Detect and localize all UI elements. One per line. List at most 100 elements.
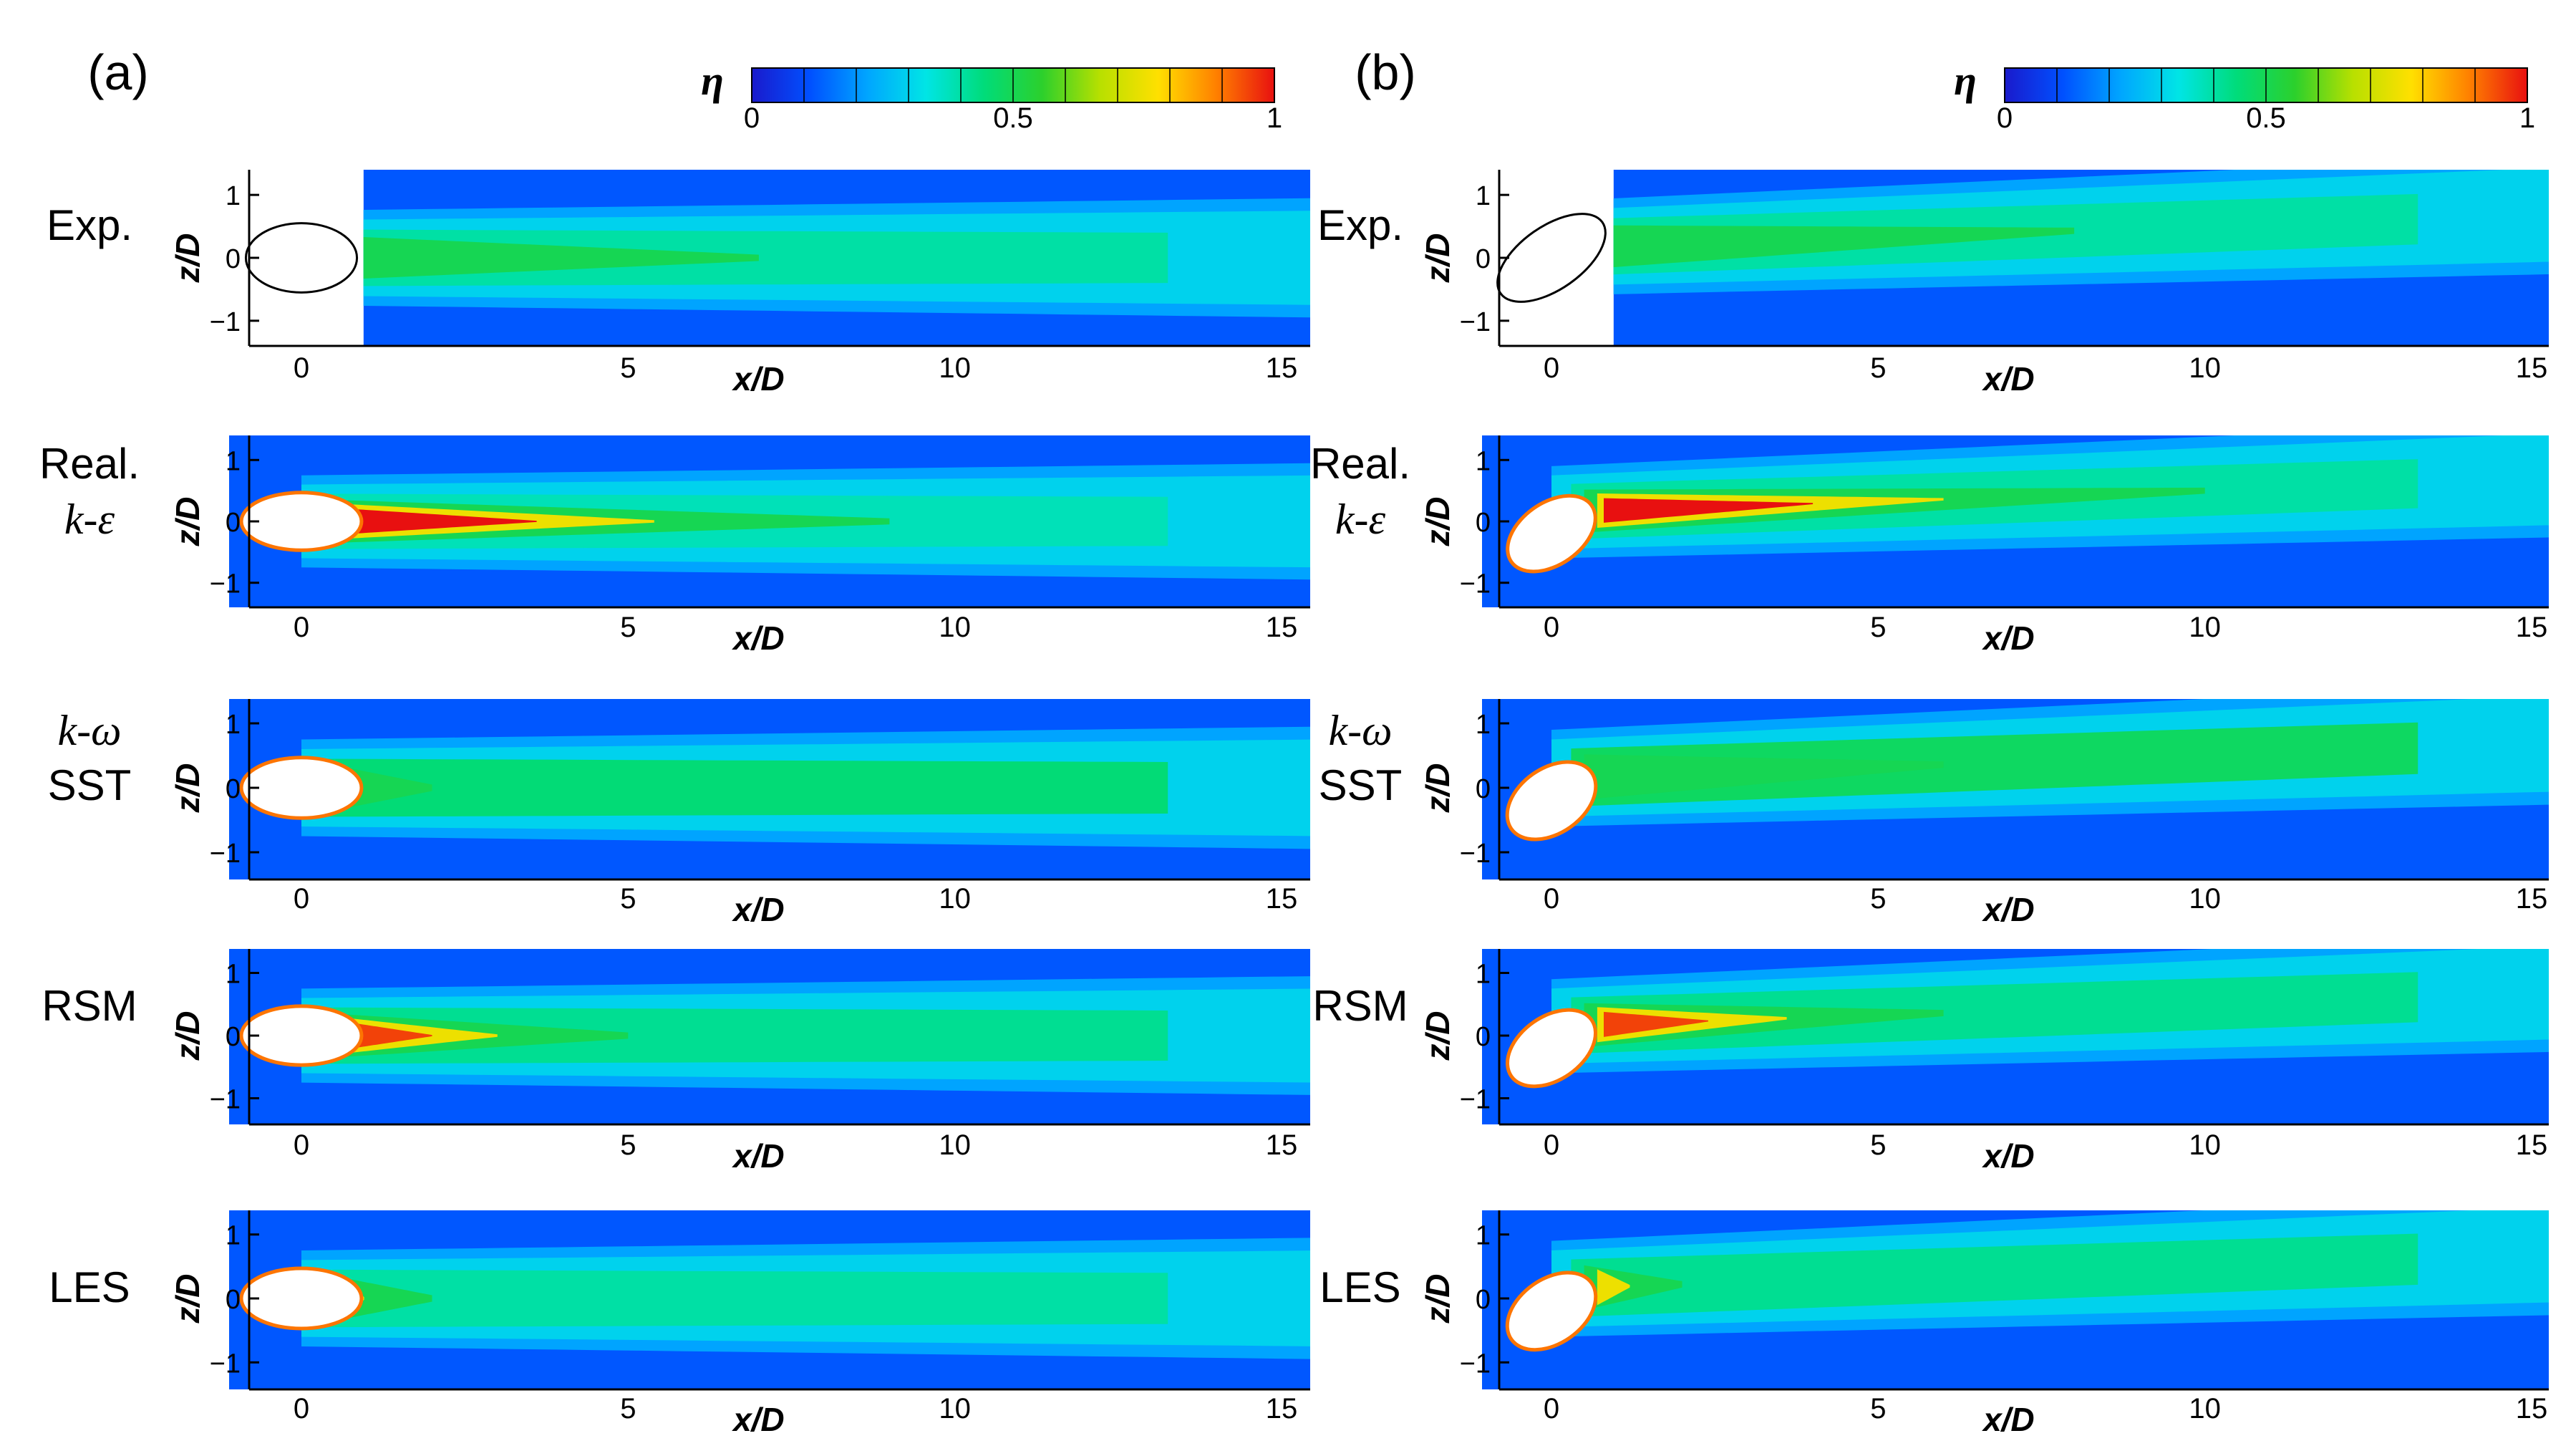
coolant-trace-core [363, 229, 1168, 286]
x-tick-label: 15 [1266, 612, 1298, 643]
contour-panel [1496, 170, 2549, 347]
x-tick-label: 5 [620, 1393, 636, 1424]
cooling-hole [1505, 1271, 1598, 1352]
y-tick-label: −1 [210, 839, 241, 869]
coolant-trace-high [363, 237, 759, 279]
y-tick-label: 0 [226, 774, 241, 804]
x-axis-label: x/D [731, 1401, 785, 1438]
x-tick-label: 15 [2516, 352, 2548, 384]
contour-panel [229, 949, 1310, 1126]
contour-panel [1482, 435, 2549, 609]
cooling-hole [1505, 1008, 1598, 1089]
x-tick-label: 5 [1870, 883, 1886, 915]
x-tick-label: 0 [1544, 612, 1559, 643]
y-tick-label: 0 [1476, 244, 1491, 274]
model-label-sub: SST [48, 761, 132, 809]
y-axis-label: z/D [1419, 497, 1456, 547]
x-tick-label: 15 [2516, 883, 2548, 915]
y-tick-label: −1 [1460, 839, 1491, 869]
model-label: Exp. [1317, 201, 1403, 249]
x-tick-label: 10 [2189, 883, 2221, 915]
x-tick-label: 10 [2189, 1393, 2221, 1424]
y-tick-label: 0 [226, 1285, 241, 1315]
coolant-trace-high [1613, 225, 2075, 268]
y-tick-label: 1 [1476, 1221, 1491, 1251]
cooling-hole [1506, 493, 1597, 574]
x-tick-label: 0 [294, 883, 309, 915]
x-axis-label: x/D [1981, 619, 2035, 657]
coolant-trace-core [1571, 1233, 2418, 1317]
model-label-sub: k-ε [64, 496, 115, 543]
peak-zone-core [1604, 1011, 1708, 1037]
contour-panel [229, 1210, 1310, 1391]
colorbar-symbol: η [1954, 57, 1977, 104]
y-tick-label: 1 [226, 446, 241, 476]
y-axis-label: z/D [169, 1011, 206, 1061]
contour-panel [1482, 949, 2549, 1126]
peak-zone [1597, 1269, 1630, 1306]
x-tick-label: 10 [939, 352, 971, 384]
x-tick-label: 0 [1544, 883, 1559, 915]
y-tick-label: 0 [1476, 1022, 1491, 1052]
x-tick-label: 10 [939, 1393, 971, 1424]
coolant-trace-core [1571, 722, 2418, 807]
y-tick-label: 1 [1476, 960, 1491, 990]
colorbar-tick-label: 1 [1267, 102, 1282, 134]
x-tick-label: 0 [294, 352, 309, 384]
x-tick-label: 15 [1266, 352, 1298, 384]
model-label: Real. [1310, 440, 1410, 488]
model-label: k-ω [1329, 707, 1393, 754]
coolant-trace-core [1571, 972, 2418, 1054]
peak-zone-core [354, 1023, 432, 1048]
x-axis-label: x/D [1981, 1137, 2035, 1175]
x-axis-label: x/D [1981, 360, 2035, 397]
x-tick-label: 5 [620, 612, 636, 643]
y-axis-label: z/D [169, 1274, 206, 1324]
x-tick-label: 5 [620, 1129, 636, 1161]
colorbar-tick-label: 0 [744, 102, 760, 134]
y-axis-label: z/D [1419, 1274, 1456, 1324]
panel-label: (a) [87, 44, 149, 100]
y-axis-label: z/D [1419, 763, 1456, 814]
coolant-trace-high [1584, 754, 1944, 800]
x-axis-label: x/D [731, 360, 785, 397]
y-tick-label: 1 [1476, 181, 1491, 211]
y-tick-label: −1 [210, 1349, 241, 1379]
y-tick-label: 1 [1476, 710, 1491, 740]
y-axis-label: z/D [1419, 1011, 1456, 1061]
y-axis-label: z/D [169, 763, 206, 814]
contour-panel [244, 170, 1310, 347]
x-tick-label: 15 [1266, 1393, 1298, 1424]
peak-zone-core [1604, 498, 1814, 523]
y-tick-label: −1 [210, 1085, 241, 1115]
colorbar-tick-label: 0.5 [993, 102, 1033, 134]
y-tick-label: 1 [226, 181, 241, 211]
y-tick-label: 0 [1476, 1285, 1491, 1315]
x-tick-label: 15 [1266, 1129, 1298, 1161]
x-tick-label: 10 [2189, 352, 2221, 384]
model-label-sub: SST [1319, 761, 1403, 809]
x-tick-label: 15 [2516, 612, 2548, 643]
y-tick-label: 1 [226, 1221, 241, 1251]
y-tick-label: −1 [210, 307, 241, 337]
cooling-hole [239, 1266, 364, 1331]
y-axis-label: z/D [169, 233, 206, 284]
x-axis-label: x/D [731, 891, 785, 928]
y-tick-label: 0 [1476, 774, 1491, 804]
x-axis-label: x/D [731, 1137, 785, 1175]
model-label-sub: k-ε [1335, 496, 1386, 543]
cooling-hole-outline [1496, 213, 1607, 303]
text-layer: 0 0.5 1η(a)0 0.5 1η(b)10−10 5 10 15x/Dz/DExp.10… [39, 44, 2547, 1438]
x-tick-label: 0 [1544, 1129, 1559, 1161]
y-axis-label: z/D [169, 497, 206, 547]
x-tick-label: 5 [620, 883, 636, 915]
colorbar-tick-label: 0.5 [2246, 102, 2286, 134]
x-axis-label: x/D [731, 619, 785, 657]
y-tick-label: −1 [1460, 1349, 1491, 1379]
x-tick-label: 5 [1870, 352, 1886, 384]
y-axis-label: z/D [1419, 233, 1456, 284]
model-label: LES [49, 1263, 130, 1311]
contour-panel [1482, 699, 2549, 881]
model-label: Real. [39, 440, 140, 488]
